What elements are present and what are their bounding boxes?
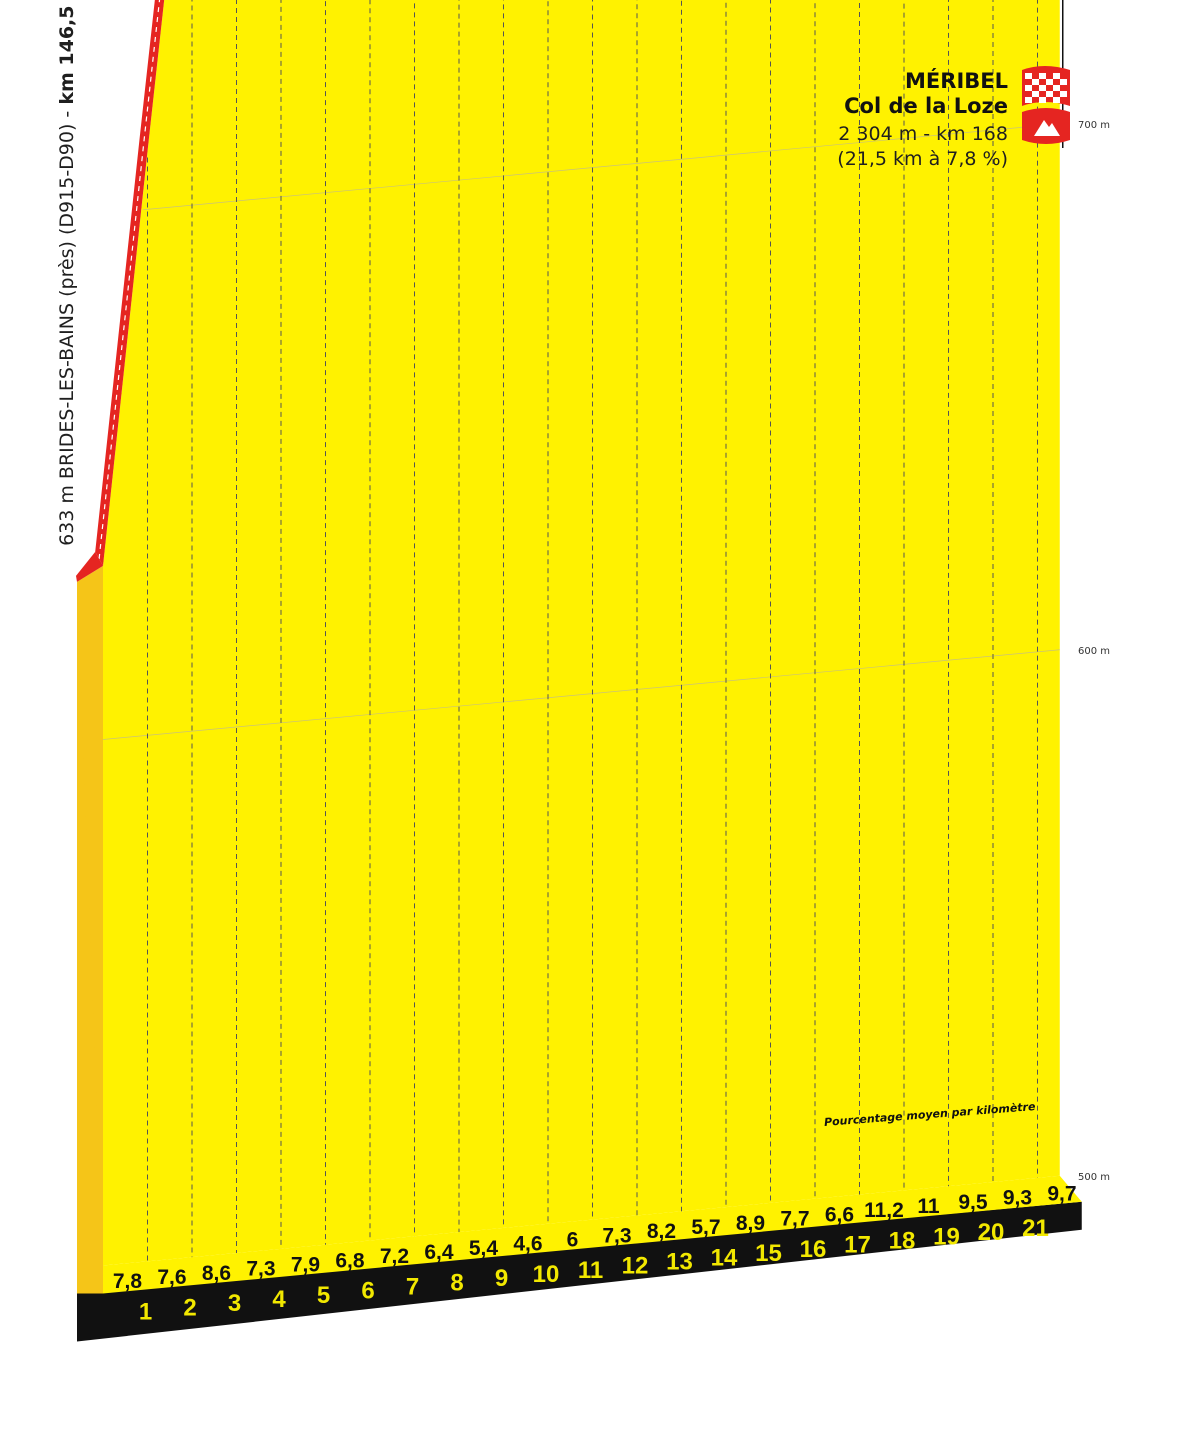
profile-fill bbox=[103, 0, 1060, 1266]
gradient-label: 11,2 bbox=[864, 1199, 904, 1222]
flag-square bbox=[1032, 79, 1039, 85]
altitude-gridline bbox=[102, 649, 1060, 740]
gradient-label: 6,4 bbox=[424, 1241, 454, 1264]
flag-square bbox=[1060, 79, 1067, 85]
summit-info-2: (21,5 km à 7,8 %) bbox=[837, 148, 1008, 170]
km-gridlines bbox=[102, 0, 1060, 1264]
km-label: 13 bbox=[666, 1248, 693, 1275]
km-label: 14 bbox=[711, 1244, 738, 1271]
km-label: 12 bbox=[622, 1253, 649, 1280]
gradient-label: 11 bbox=[917, 1195, 940, 1218]
flag-square bbox=[1025, 97, 1032, 103]
flag-square bbox=[1039, 97, 1046, 103]
gradient-label: 8,2 bbox=[647, 1220, 676, 1243]
gradient-label: 4,6 bbox=[513, 1233, 542, 1256]
flag-square bbox=[1053, 85, 1060, 91]
flag-square bbox=[1053, 73, 1060, 79]
km-label: 7 bbox=[406, 1273, 419, 1300]
mountain-glyph bbox=[1034, 120, 1060, 136]
gradient-label: 5,4 bbox=[469, 1237, 499, 1260]
km-label: 10 bbox=[533, 1261, 560, 1288]
altitude-gridline bbox=[143, 123, 1060, 211]
road-segment bbox=[95, 0, 165, 566]
km-label: 4 bbox=[272, 1286, 286, 1313]
road-centerline bbox=[98, 0, 161, 559]
km-base-band: 1 2 3 4 5 6 7 8 9 10 11 12 13 14 15 16 17 18 19 20 217,8 7,6 8… bbox=[77, 581, 1082, 1342]
summit-name-2: Col de la Loze bbox=[844, 94, 1008, 118]
altitude-tick-label: 600 m bbox=[1078, 646, 1110, 657]
waypoint-label-km: km 146,5 bbox=[56, 6, 78, 105]
flag-square bbox=[1025, 85, 1032, 91]
profile-area bbox=[77, 0, 1060, 1296]
flag-square bbox=[1060, 91, 1067, 97]
flag-square bbox=[1039, 73, 1046, 79]
gradient-label: 7,8 bbox=[113, 1270, 143, 1293]
summit-info-1: 2 304 m - km 168 bbox=[838, 123, 1008, 145]
km-label: 5 bbox=[317, 1282, 330, 1309]
km-label: 21 bbox=[1022, 1215, 1049, 1242]
km-label: 1 bbox=[139, 1299, 152, 1326]
strip-side-face bbox=[77, 581, 103, 1294]
altitude-tick-label: 500 m bbox=[1078, 1172, 1110, 1183]
gradient-label: 6 bbox=[567, 1228, 579, 1251]
km-band bbox=[77, 1201, 1082, 1342]
waypoint-label: 633 m BRIDES-LES-BAINS (près) (D915-D90)… bbox=[56, 6, 78, 546]
flag-square bbox=[1046, 91, 1053, 97]
km-label: 16 bbox=[800, 1236, 827, 1263]
flag-square bbox=[1039, 85, 1046, 91]
flag-square bbox=[1046, 79, 1053, 85]
waypoint-label-text: 633 m BRIDES-LES-BAINS (près) (D915-D90)… bbox=[56, 105, 78, 546]
km-label: 8 bbox=[450, 1269, 463, 1296]
km-label: 9 bbox=[495, 1265, 508, 1292]
gradient-label: 7,9 bbox=[291, 1254, 320, 1277]
flag-square bbox=[1025, 73, 1032, 79]
gradient-strip bbox=[103, 1175, 1082, 1294]
km-label: 3 bbox=[228, 1290, 241, 1317]
gradient-label: 9,3 bbox=[1003, 1187, 1032, 1210]
gradient-label: 7,6 bbox=[157, 1266, 186, 1289]
km-label: 11 bbox=[578, 1257, 603, 1284]
km-label: 15 bbox=[755, 1240, 782, 1267]
gradient-label: 7,7 bbox=[780, 1208, 809, 1231]
gradient-label: 6,6 bbox=[825, 1203, 854, 1226]
gradient-label: 7,2 bbox=[380, 1245, 409, 1268]
flag-square bbox=[1053, 97, 1060, 103]
km-label: 17 bbox=[844, 1232, 871, 1259]
km-label: 18 bbox=[889, 1228, 916, 1255]
road-start-face bbox=[76, 551, 103, 582]
mountain-badge-icon bbox=[1022, 108, 1070, 144]
gradient-label: 9,5 bbox=[958, 1191, 988, 1214]
gradient-label: 5,7 bbox=[691, 1216, 720, 1239]
km-label: 19 bbox=[933, 1223, 960, 1250]
summit-name-1: MÉRIBEL bbox=[905, 68, 1008, 93]
gradient-label: 8,9 bbox=[736, 1212, 765, 1235]
km-label: 20 bbox=[978, 1219, 1005, 1246]
checkered-flag-icon bbox=[1022, 66, 1070, 106]
km-label: 6 bbox=[361, 1278, 374, 1305]
gradient-label: 8,6 bbox=[202, 1262, 231, 1285]
altitude-tick-label: 700 m bbox=[1078, 120, 1110, 131]
gradient-label: 7,3 bbox=[246, 1258, 275, 1281]
gradient-label: 6,8 bbox=[335, 1249, 365, 1272]
road-ribbon bbox=[76, 0, 165, 582]
km-label: 2 bbox=[183, 1294, 196, 1321]
gradient-label: 7,3 bbox=[602, 1224, 631, 1247]
gradient-label: 9,7 bbox=[1047, 1183, 1076, 1206]
flag-square bbox=[1032, 91, 1039, 97]
waypoint-labels: 633 m BRIDES-LES-BAINS (près) (D915-D90)… bbox=[56, 6, 78, 546]
summit-block: MÉRIBEL Col de la Loze 2 304 m - km 168 … bbox=[837, 0, 1070, 170]
